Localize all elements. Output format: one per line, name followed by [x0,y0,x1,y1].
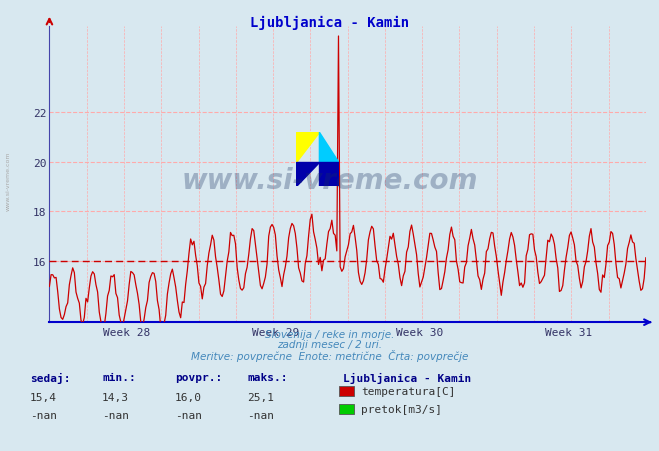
Text: temperatura[C]: temperatura[C] [361,386,455,396]
Polygon shape [296,163,320,187]
Text: 25,1: 25,1 [247,392,274,402]
Text: www.si-vreme.com: www.si-vreme.com [5,151,11,210]
Text: zadnji mesec / 2 uri.: zadnji mesec / 2 uri. [277,339,382,349]
Text: sedaj:: sedaj: [30,372,70,383]
Text: -nan: -nan [247,410,274,420]
Text: -nan: -nan [102,410,129,420]
Text: Slovenija / reke in morje.: Slovenija / reke in morje. [265,329,394,339]
Text: -nan: -nan [30,410,57,420]
Text: 15,4: 15,4 [30,392,57,402]
Text: 16,0: 16,0 [175,392,202,402]
Text: -nan: -nan [175,410,202,420]
Text: 14,3: 14,3 [102,392,129,402]
Text: Ljubljanica - Kamin: Ljubljanica - Kamin [343,372,471,383]
Polygon shape [320,163,339,187]
Text: min.:: min.: [102,372,136,382]
Polygon shape [320,133,339,163]
Text: maks.:: maks.: [247,372,287,382]
Text: www.si-vreme.com: www.si-vreme.com [181,166,478,194]
Polygon shape [296,133,320,163]
Text: pretok[m3/s]: pretok[m3/s] [361,404,442,414]
Text: Meritve: povprečne  Enote: metrične  Črta: povprečje: Meritve: povprečne Enote: metrične Črta:… [191,349,468,361]
Text: povpr.:: povpr.: [175,372,222,382]
Text: Ljubljanica - Kamin: Ljubljanica - Kamin [250,16,409,30]
